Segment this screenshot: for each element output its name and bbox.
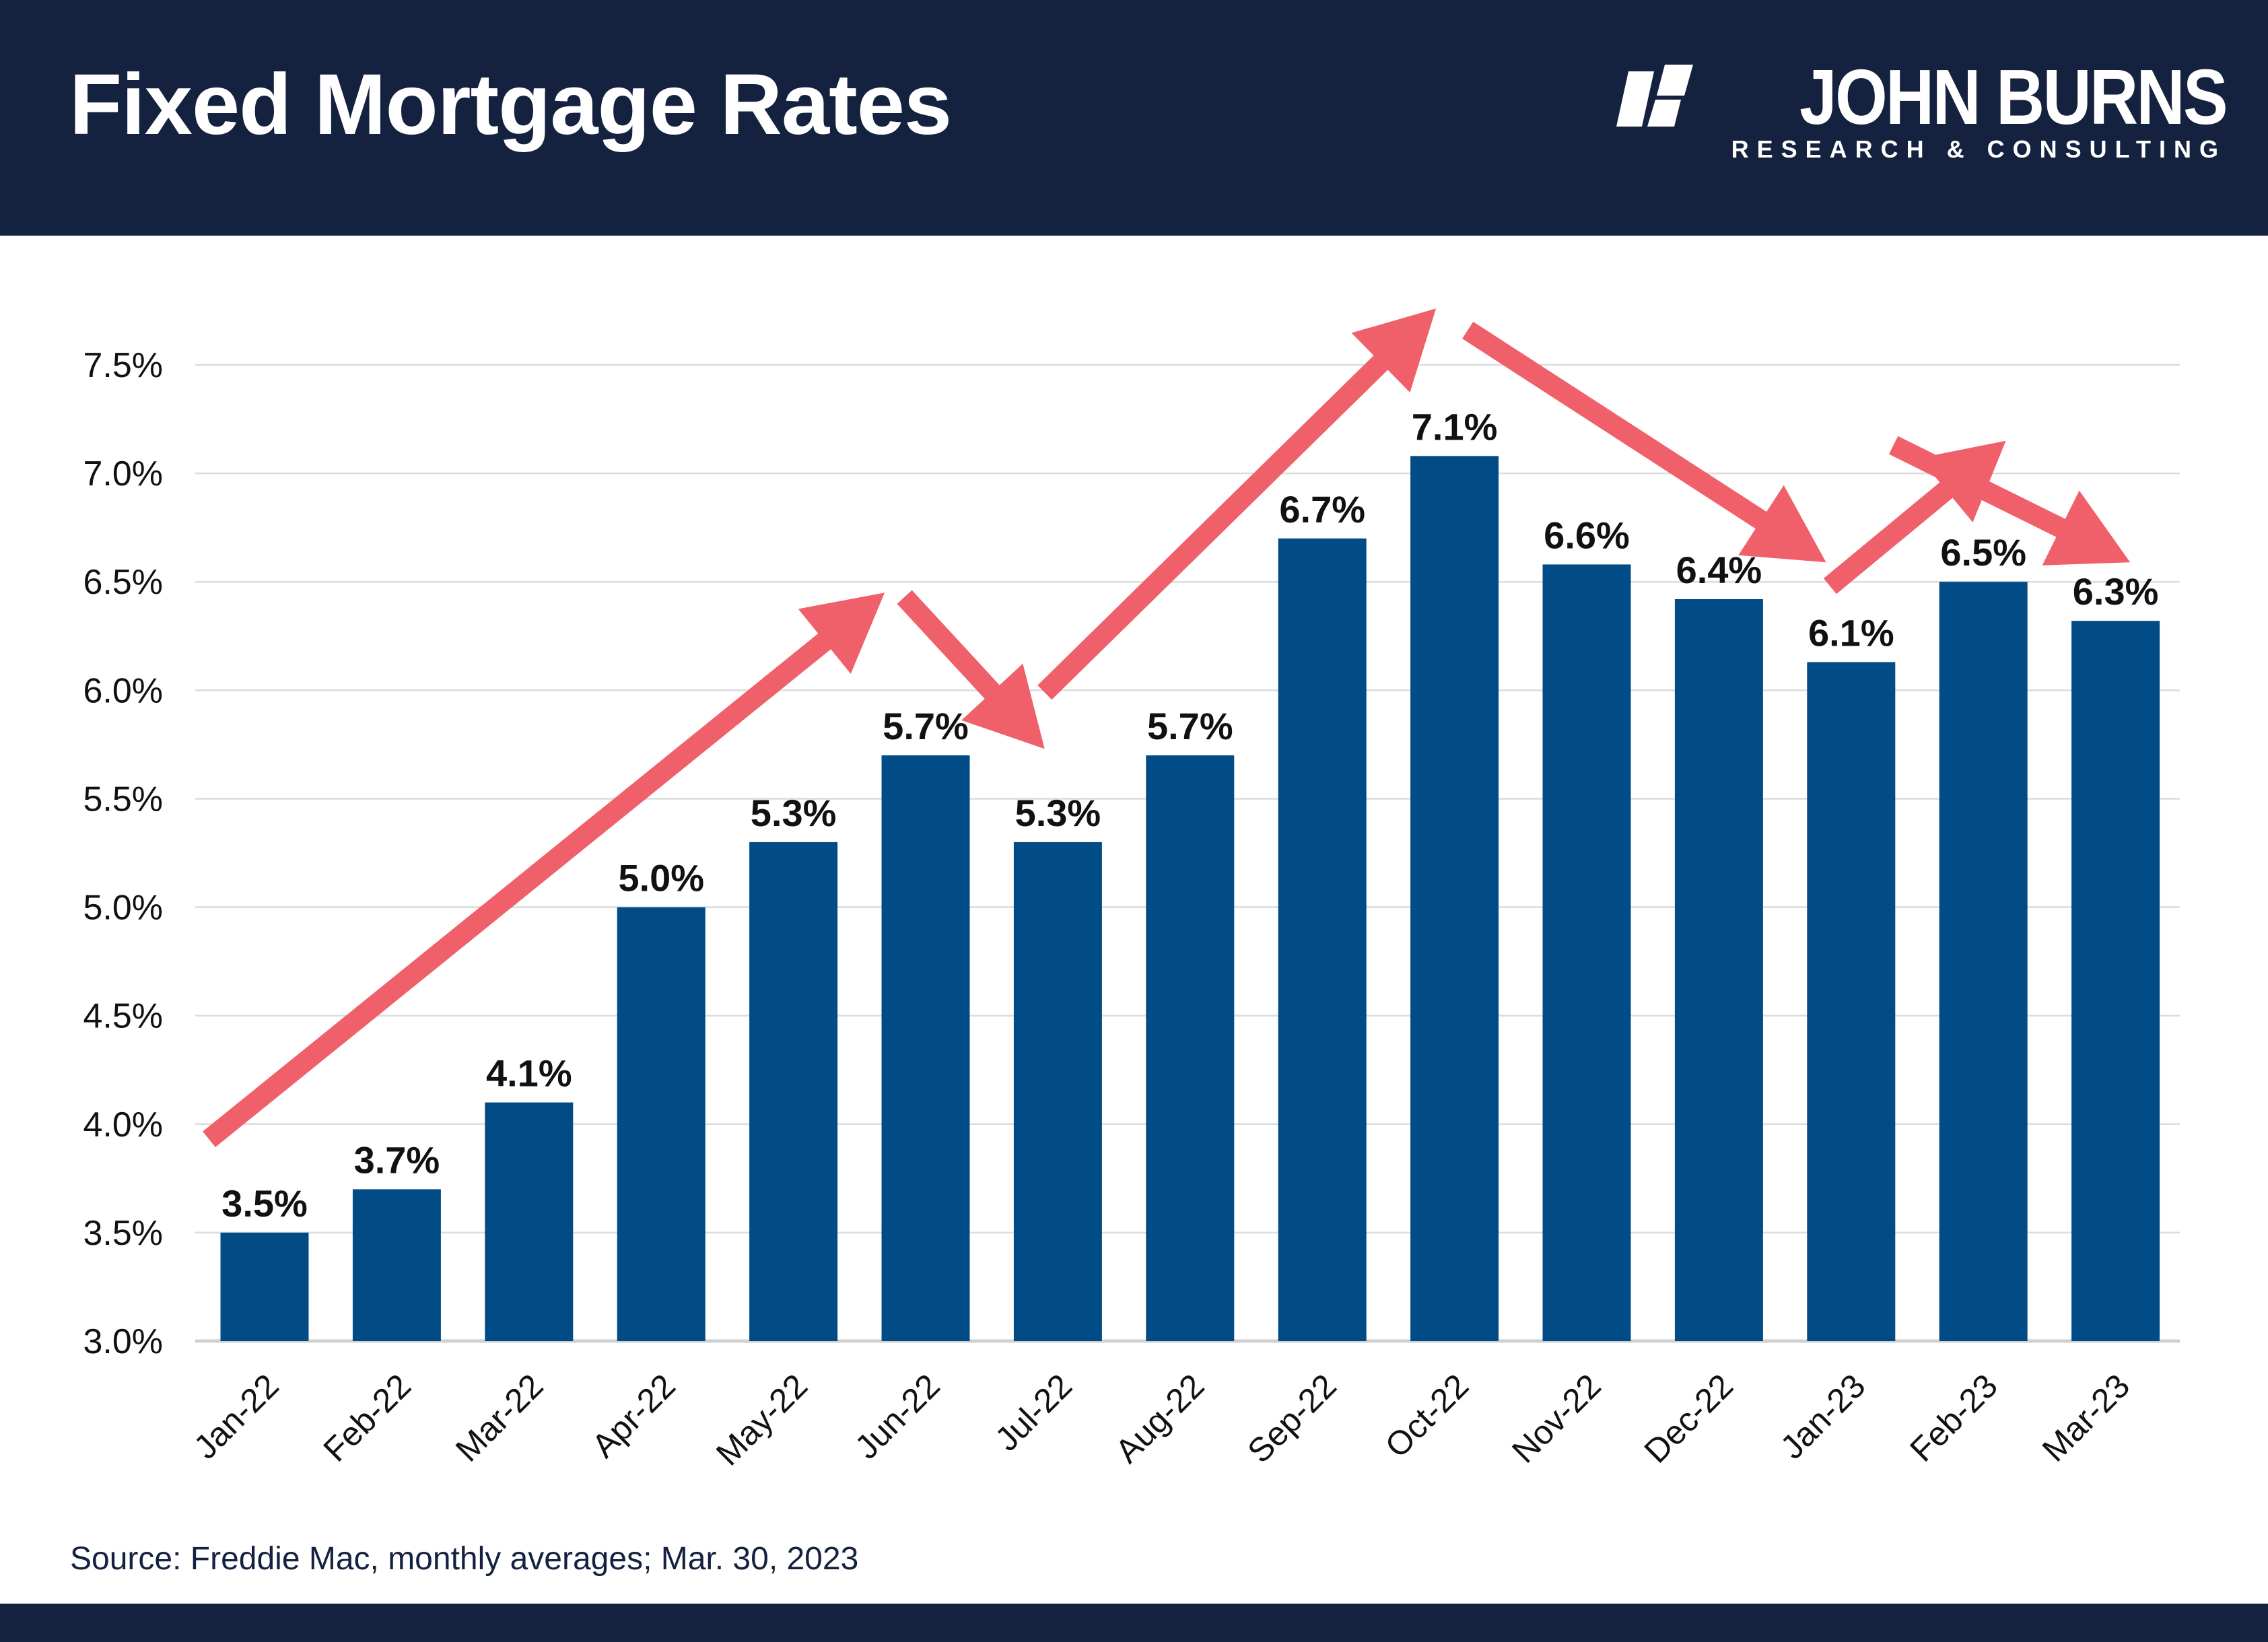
- header-bar: Fixed Mortgage Rates JOHN BURNS RESEARCH…: [0, 0, 2268, 236]
- y-tick-label: 7.0%: [83, 454, 163, 493]
- x-tick-label: Feb-23: [1902, 1367, 2005, 1469]
- logo-subtitle: RESEARCH & CONSULTING: [1731, 135, 2226, 163]
- bar-mar-22: [485, 1102, 574, 1341]
- y-tick-label: 4.5%: [83, 997, 163, 1036]
- john-burns-logo: JOHN BURNS RESEARCH & CONSULTING: [1616, 58, 2228, 163]
- bar-jan-23: [1807, 662, 1896, 1341]
- trend-arrow-head-icon: [2042, 490, 2131, 566]
- data-label: 5.0%: [618, 857, 704, 899]
- y-tick-label: 6.0%: [83, 671, 163, 710]
- bar-nov-22: [1542, 564, 1631, 1341]
- y-tick-label: 5.5%: [83, 780, 163, 819]
- data-label: 6.1%: [1808, 611, 1894, 654]
- bar-feb-23: [1939, 582, 2028, 1342]
- trend-arrow-shaft: [1823, 480, 1955, 594]
- source-note: Source: Freddie Mac, monthly averages; M…: [70, 1541, 859, 1577]
- data-label: 5.7%: [1147, 705, 1233, 747]
- y-tick-label: 3.5%: [83, 1214, 163, 1253]
- trend-arrow-head-icon: [1738, 485, 1826, 563]
- bar-may-22: [749, 842, 838, 1341]
- x-tick-label: Oct-22: [1378, 1367, 1476, 1465]
- bar-aug-22: [1146, 755, 1235, 1341]
- trend-arrow-head-icon: [798, 592, 885, 674]
- chart-title: Fixed Mortgage Rates: [69, 57, 952, 153]
- x-tick-label: Jul-22: [988, 1367, 1079, 1458]
- trend-arrow-shaft: [897, 590, 1002, 701]
- x-tick-label: Jun-22: [848, 1367, 947, 1466]
- data-label: 7.1%: [1412, 405, 1498, 448]
- y-tick-label: 5.0%: [83, 889, 163, 928]
- data-label: 6.6%: [1544, 514, 1630, 556]
- x-tick-label: Feb-22: [316, 1367, 419, 1469]
- x-tick-label: Aug-22: [1108, 1367, 1212, 1470]
- x-tick-label: Mar-23: [2035, 1367, 2137, 1469]
- data-label: 4.1%: [486, 1052, 572, 1095]
- trend-arrow-shaft: [1462, 321, 1769, 531]
- data-label: 5.7%: [883, 705, 969, 747]
- bar-sep-22: [1278, 538, 1367, 1341]
- data-label: 6.3%: [2073, 570, 2159, 613]
- bar-feb-22: [352, 1189, 441, 1341]
- bar-apr-22: [617, 907, 706, 1341]
- data-label: 5.3%: [751, 792, 837, 834]
- trend-arrow-head-icon: [1351, 308, 1437, 393]
- x-tick-label: May-22: [709, 1367, 815, 1472]
- bar-dec-22: [1674, 599, 1763, 1341]
- x-tick-label: Jan-22: [186, 1367, 286, 1466]
- bar-oct-22: [1410, 456, 1499, 1342]
- y-tick-label: 6.5%: [83, 563, 163, 602]
- y-tick-label: 3.0%: [83, 1322, 163, 1361]
- footer-bar: [0, 1604, 2268, 1642]
- x-tick-label: Jan-23: [1773, 1367, 1873, 1466]
- data-label: 6.7%: [1279, 488, 1365, 531]
- data-label: 5.3%: [1015, 792, 1101, 834]
- logo-mark-icon: [1616, 65, 1693, 127]
- data-label: 3.5%: [221, 1182, 308, 1225]
- x-tick-label: Nov-22: [1505, 1367, 1608, 1470]
- bar-mar-23: [2071, 621, 2160, 1342]
- trend-arrow-shaft: [203, 631, 833, 1147]
- x-tick-label: Apr-22: [584, 1367, 683, 1465]
- trend-arrow-shaft: [1037, 353, 1390, 700]
- bar-jan-22: [220, 1232, 309, 1341]
- data-label: 6.5%: [1940, 531, 2026, 574]
- y-tick-label: 7.5%: [83, 346, 163, 385]
- logo-name: JOHN BURNS: [1799, 53, 2228, 141]
- x-tick-label: Sep-22: [1240, 1367, 1344, 1470]
- x-tick-label: Dec-22: [1637, 1367, 1741, 1470]
- trend-arrow-head-icon: [961, 663, 1045, 749]
- trend-arrow-shaft: [1888, 436, 2068, 539]
- bar-jun-22: [881, 755, 970, 1341]
- y-tick-label: 4.0%: [83, 1105, 163, 1144]
- data-label: 3.7%: [354, 1138, 440, 1181]
- bar-jul-22: [1013, 842, 1102, 1341]
- x-tick-label: Mar-22: [448, 1367, 551, 1469]
